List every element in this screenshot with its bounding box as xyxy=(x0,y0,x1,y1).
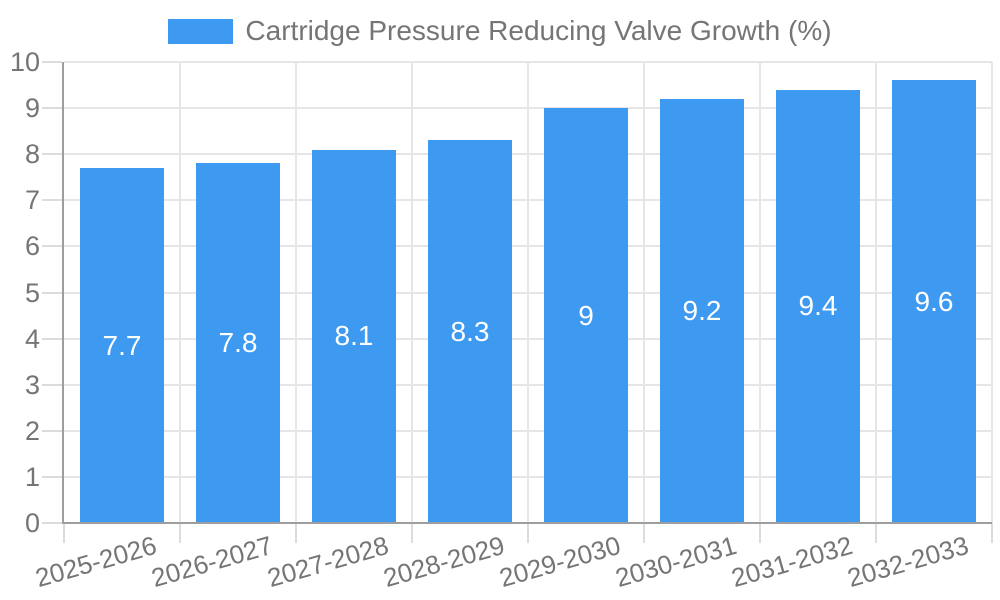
x-tick xyxy=(179,523,181,543)
y-tick xyxy=(42,245,62,248)
y-axis-line xyxy=(62,62,64,523)
bar-value-label: 7.7 xyxy=(102,329,142,361)
x-axis-label: 2029-2030 xyxy=(495,529,624,594)
y-tick-label: 10 xyxy=(9,47,40,77)
bar-value-label: 9.4 xyxy=(798,290,838,322)
y-tick-label: 7 xyxy=(24,185,40,216)
bar-value-label: 9.6 xyxy=(914,285,954,317)
bar[interactable]: 9.2 xyxy=(660,98,744,523)
bar[interactable]: 8.1 xyxy=(312,149,396,523)
x-tick xyxy=(295,523,297,543)
x-axis-label: 2031-2032 xyxy=(727,529,856,594)
y-tick-label: 1 xyxy=(24,461,40,492)
y-tick xyxy=(42,199,62,202)
y-tick-label: 6 xyxy=(24,231,40,262)
y-tick-label: 9 xyxy=(24,93,40,124)
x-tick xyxy=(643,523,645,543)
y-tick xyxy=(42,429,62,432)
y-tick-label: 8 xyxy=(24,139,40,170)
x-axis-label: 2032-2033 xyxy=(843,529,972,594)
y-tick xyxy=(42,522,62,524)
x-axis-label: 2027-2028 xyxy=(263,529,392,594)
x-gridline xyxy=(875,62,877,523)
bar-value-label: 9 xyxy=(578,299,594,331)
x-tick xyxy=(411,523,413,543)
y-tick xyxy=(42,337,62,340)
y-tick-label: 5 xyxy=(24,277,40,308)
bar-value-label: 8.3 xyxy=(450,315,490,347)
y-tick xyxy=(42,153,62,156)
y-tick-label: 0 xyxy=(24,508,40,538)
bar[interactable]: 9.4 xyxy=(776,89,860,523)
legend[interactable]: Cartridge Pressure Reducing Valve Growth… xyxy=(0,16,1000,46)
x-gridline xyxy=(179,62,181,523)
x-gridline xyxy=(643,62,645,523)
y-tick-label: 3 xyxy=(24,369,40,400)
bar[interactable]: 9.6 xyxy=(892,80,976,523)
x-axis-line xyxy=(62,522,992,524)
bar[interactable]: 8.3 xyxy=(428,140,512,523)
y-tick xyxy=(42,61,62,63)
y-tick xyxy=(42,383,62,386)
x-axis-label: 2030-2031 xyxy=(611,529,740,594)
x-gridline xyxy=(991,62,993,523)
x-gridline xyxy=(527,62,529,523)
y-tick xyxy=(42,291,62,294)
bar-value-label: 7.8 xyxy=(218,327,258,359)
bar-value-label: 8.1 xyxy=(334,320,374,352)
bar[interactable]: 9 xyxy=(544,108,628,523)
x-gridline xyxy=(411,62,413,523)
y-tick-label: 2 xyxy=(24,415,40,446)
x-gridline xyxy=(295,62,297,523)
bar-value-label: 9.2 xyxy=(682,294,722,326)
x-axis-label: 2025-2026 xyxy=(31,529,160,594)
y-tick xyxy=(42,107,62,110)
bar[interactable]: 7.8 xyxy=(196,163,280,523)
y-tick-label: 4 xyxy=(24,323,40,354)
x-tick xyxy=(527,523,529,543)
bar[interactable]: 7.7 xyxy=(80,168,164,523)
x-tick xyxy=(875,523,877,543)
legend-label: Cartridge Pressure Reducing Valve Growth… xyxy=(245,15,832,46)
legend-swatch xyxy=(168,18,234,44)
x-axis-label: 2026-2027 xyxy=(147,529,276,594)
x-tick xyxy=(63,523,65,543)
x-tick xyxy=(991,523,993,543)
x-tick xyxy=(759,523,761,543)
x-axis-label: 2028-2029 xyxy=(379,529,508,594)
y-tick xyxy=(42,475,62,478)
x-gridline xyxy=(759,62,761,523)
